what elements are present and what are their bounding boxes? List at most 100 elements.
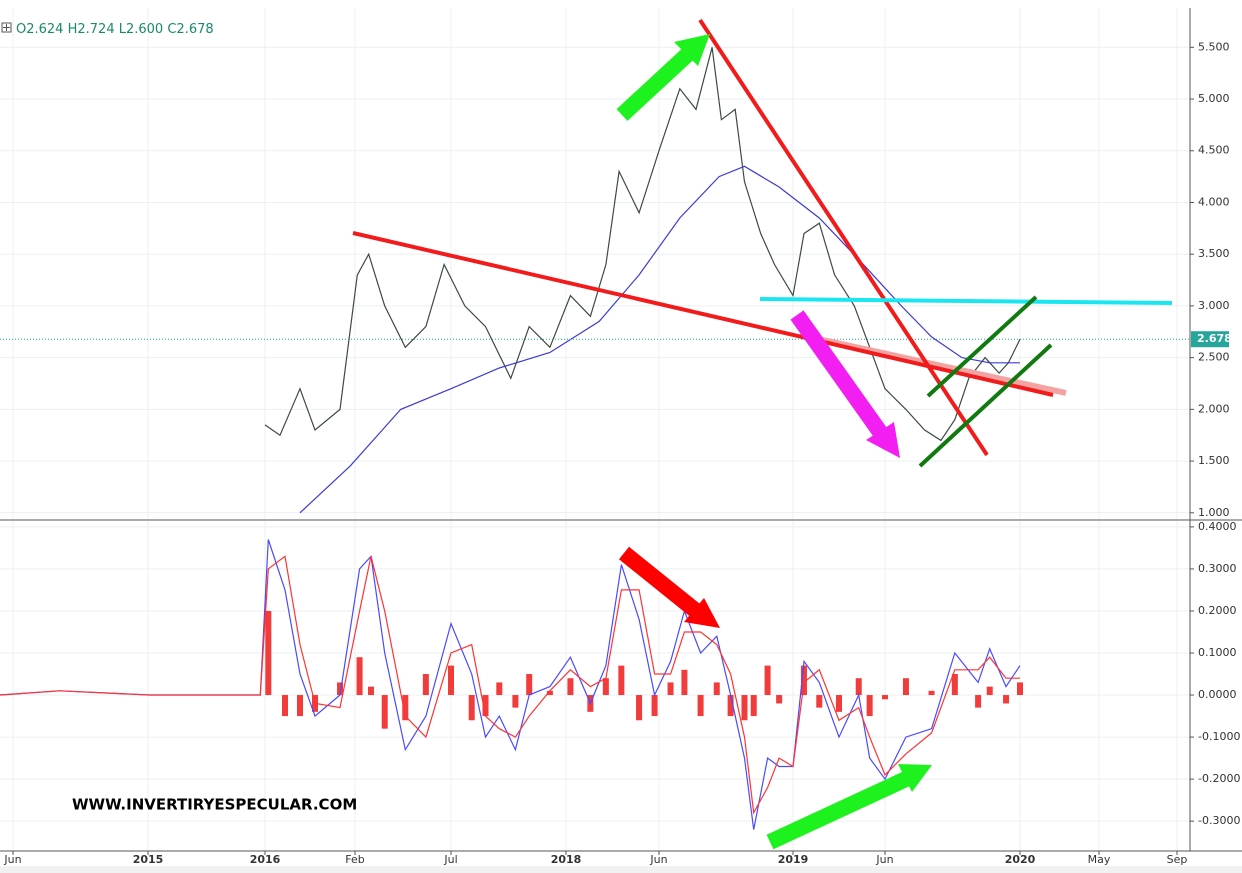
annotations [352,18,1173,850]
y-tick-label: 4.500 [1198,144,1230,157]
y-tick-label: 2.500 [1198,351,1230,364]
histogram-bar [741,695,748,721]
histogram-bar [265,610,272,696]
y-tick-label: 1.500 [1198,454,1230,467]
histogram-bar [855,678,862,696]
x-tick-label: 2015 [133,853,164,866]
arrow [618,546,702,618]
arrow [616,48,694,121]
histogram-bar [1017,682,1023,696]
scroll-strip [0,866,1242,873]
x-tick-label: 2019 [778,853,809,866]
y-tick-label: 5.500 [1198,40,1230,53]
y-tick-label: 2.000 [1198,402,1230,415]
y-tick-label: 0.0000 [1198,688,1237,701]
histogram-bar [986,686,993,696]
histogram-bar [667,682,674,696]
histogram-bar [567,678,574,696]
x-tick-label: Sep [1167,853,1188,866]
y-tick-label: 5.000 [1198,92,1230,105]
channel-line [918,343,1053,468]
arrow-head [866,422,900,458]
x-tick-label: Feb [345,853,364,866]
histogram-bar [836,695,842,712]
series-line [0,555,1020,815]
histogram-bar [651,695,658,717]
histogram-bar [866,695,873,717]
histogram-bar [368,686,374,696]
y-tick-label: 0.1000 [1198,646,1237,659]
histogram-bar [902,678,909,696]
histogram-bar [448,665,454,696]
histogram-bar [951,674,958,696]
ohlc-close: C2.678 [167,22,213,37]
histogram-bar [882,695,888,700]
arrow-head [898,764,932,792]
histogram-bar [422,674,429,696]
x-tick-label: Jun [649,853,667,866]
y-tick-label: 3.500 [1198,247,1230,260]
last-price-badge [1191,331,1229,348]
histogram-bar [282,695,288,717]
histogram-bar [1003,695,1010,704]
histogram-bar [681,669,688,696]
channel-line [926,295,1038,398]
y-tick-label: -0.2000 [1198,772,1240,785]
histogram-bar [402,695,409,721]
histogram-bar [381,695,388,729]
histogram-bar [750,695,757,717]
series-line [264,47,1021,442]
arrow-head [674,34,710,66]
y-tick-label: 0.3000 [1198,562,1237,575]
histogram-bar [800,665,807,696]
histogram-bar [727,695,734,717]
series-line [299,165,1020,514]
histogram-bar [697,695,704,717]
histogram-bar [297,695,303,717]
y-tick-label: -0.1000 [1198,730,1240,743]
arrow [790,310,887,437]
histogram-bar [526,674,533,696]
x-tick-label: Jul [443,853,457,866]
x-tick-label: May [1088,853,1111,866]
watermark: WWW.INVERTIRYESPECULAR.COM [72,796,357,814]
trend-line [352,231,1054,397]
ohlc-readout: O2.624 H2.724 L2.600 C2.678 [16,22,214,37]
arrow-head [684,598,720,628]
y-tick-label: 3.000 [1198,299,1230,312]
histogram-bar [618,665,625,696]
resistance-line [759,297,1173,305]
histogram-bar [512,695,519,708]
y-tick-label: 0.2000 [1198,604,1237,617]
histogram-bar [776,695,783,704]
x-tick-label: 2020 [1005,853,1036,866]
histogram-bar [928,690,935,696]
x-tick-label: Jun [875,853,893,866]
histogram-bar [337,682,343,696]
histogram-bar [546,690,553,696]
series-line [0,539,1021,830]
histogram-bar [975,695,982,708]
y-tick-label: 4.000 [1198,195,1230,208]
y-tick-label: 0.4000 [1198,520,1237,533]
trend-line [698,18,989,457]
histogram-bar [602,678,609,696]
x-tick-label: 2016 [250,853,281,866]
expand-icon[interactable] [1,22,12,33]
x-tick-label: 2018 [551,853,582,866]
ohlc-high: H2.724 [68,22,115,37]
histogram-bar [468,695,475,721]
histogram-bar [482,695,489,717]
y-tick-label: 1.000 [1198,506,1230,519]
last-price-label: 2.678 [1197,332,1232,345]
ohlc-open: O2.624 [16,22,63,37]
ohlc-low: L2.600 [119,22,163,37]
histogram-bar [356,657,363,696]
histogram-bar [496,682,503,696]
histogram-bar [764,665,771,696]
data-layer [0,47,1190,830]
arrow [766,771,910,850]
